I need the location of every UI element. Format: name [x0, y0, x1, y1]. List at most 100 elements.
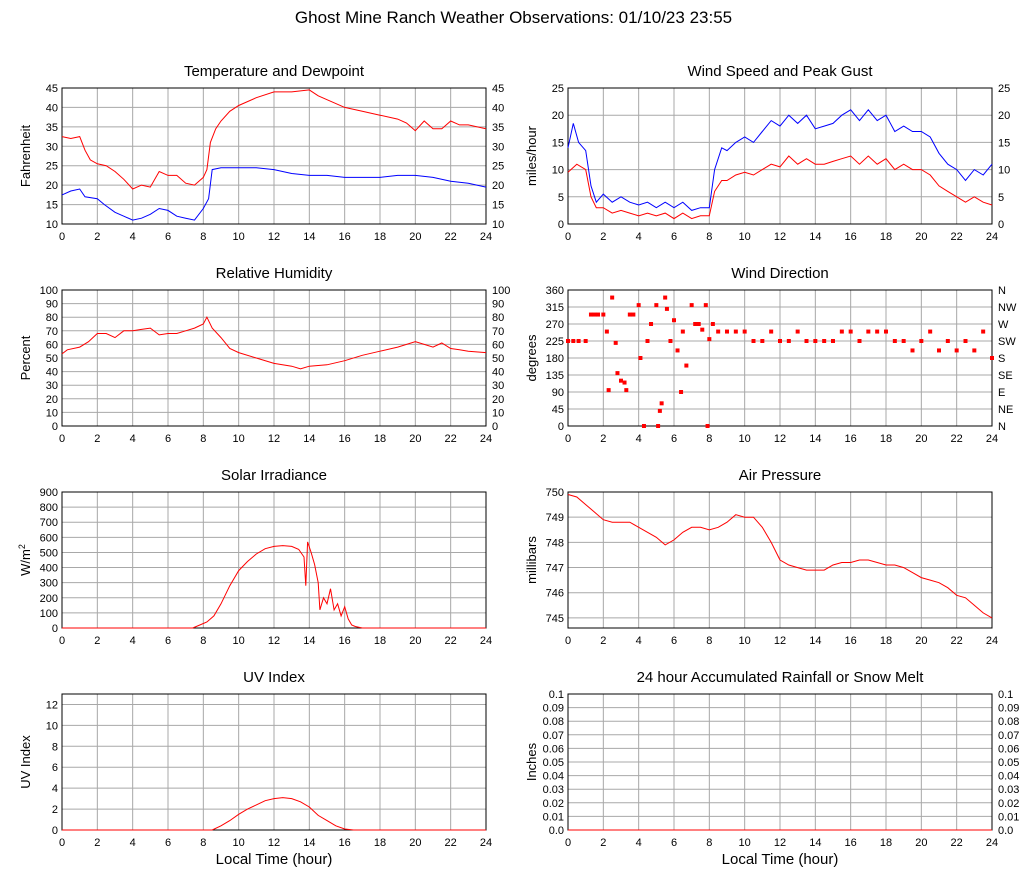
uv-y-tick-label: 10 [46, 720, 58, 732]
rain-x-tick-label: 12 [774, 837, 786, 849]
uv-x-tick-label: 18 [374, 837, 386, 849]
wind_direction-x-tick-label: 12 [774, 433, 786, 445]
wind_direction-point [945, 339, 950, 343]
temperature-title: Temperature and Dewpoint [184, 63, 365, 80]
wind-y-tick-label: 0 [558, 219, 564, 231]
pressure-x-tick-label: 6 [671, 635, 677, 647]
solar-y-tick-label: 500 [40, 547, 58, 559]
temperature-x-tick-label: 4 [130, 231, 136, 243]
humidity-x-tick-label: 8 [200, 433, 206, 445]
humidity-right-tick-label: 60 [492, 339, 504, 351]
solar-y-tick-label: 900 [40, 487, 58, 499]
temperature-x-tick-label: 16 [339, 231, 351, 243]
pressure-x-tick-label: 18 [880, 635, 892, 647]
wind_direction-right-tick-label: W [998, 319, 1009, 331]
wind_direction-y-tick-label: 270 [546, 319, 564, 331]
rain-x-tick-label: 2 [600, 837, 606, 849]
humidity-y-tick-label: 10 [46, 407, 58, 419]
wind_direction-point [751, 339, 756, 343]
wind-y-tick-label: 15 [552, 137, 564, 149]
temperature-x-tick-label: 22 [445, 231, 457, 243]
pressure-y-tick-label: 746 [546, 588, 564, 600]
temperature-x-tick-label: 2 [94, 231, 100, 243]
uv-x-tick-label: 20 [409, 837, 421, 849]
solar-y-tick-label: 600 [40, 532, 58, 544]
wind_direction-point [822, 339, 827, 343]
wind_direction-point [990, 356, 994, 360]
uv-x-tick-label: 8 [200, 837, 206, 849]
wind-x-tick-label: 24 [986, 231, 998, 243]
wind_direction-point [725, 329, 729, 334]
humidity-right-tick-label: 40 [492, 367, 504, 379]
wind_direction-y-tick-label: 45 [552, 404, 564, 416]
solar-x-tick-label: 14 [303, 635, 315, 647]
rain-right-tick-label: 0.03 [998, 784, 1019, 796]
wind_direction-y-tick-label: 0 [558, 421, 564, 433]
wind_direction-point [663, 295, 668, 300]
wind_direction-point [654, 303, 659, 308]
solar-x-tick-label: 20 [409, 635, 421, 647]
temperature-frame [61, 87, 487, 225]
uv-y-tick-label: 2 [52, 804, 58, 816]
rain-right-tick-label: 0.1 [998, 689, 1013, 701]
temperature-right-tick-label: 40 [492, 102, 504, 114]
wind_direction-point [641, 424, 646, 428]
wind_direction-point [866, 329, 871, 334]
rain-x-tick-label: 6 [671, 837, 677, 849]
temperature-y-tick-label: 45 [46, 83, 58, 95]
uv-xlabel: Local Time (hour) [216, 851, 333, 868]
solar-y-tick-label: 800 [40, 502, 58, 514]
pressure-x-tick-label: 20 [915, 635, 927, 647]
wind_direction-point [656, 424, 661, 428]
wind-x-tick-label: 18 [880, 231, 892, 243]
temperature-x-tick-label: 12 [268, 231, 280, 243]
temperature-x-tick-label: 14 [303, 231, 315, 243]
wind_direction-x-tick-label: 10 [739, 433, 751, 445]
wind_direction-point [566, 339, 570, 343]
temperature-right-tick-label: 20 [492, 180, 504, 192]
uv-x-tick-label: 14 [303, 837, 315, 849]
wind-right-tick-label: 0 [998, 219, 1004, 231]
temperature-right-tick-label: 25 [492, 161, 504, 173]
wind_direction-point [742, 329, 747, 334]
rain-y-tick-label: 0.09 [543, 703, 564, 715]
wind_direction-x-tick-label: 2 [600, 433, 606, 445]
wind_direction-point [972, 348, 977, 353]
wind_direction-point [786, 339, 791, 343]
wind_direction-point [733, 329, 738, 334]
solar-x-tick-label: 10 [233, 635, 245, 647]
rain-x-tick-label: 18 [880, 837, 892, 849]
humidity-x-tick-label: 0 [59, 433, 65, 445]
temperature-series-1-line [61, 167, 487, 221]
rain-right-tick-label: 0.06 [998, 743, 1019, 755]
wind_direction-point [919, 339, 924, 343]
wind_direction-point [588, 312, 593, 317]
wind_direction-y-tick-label: 225 [546, 336, 564, 348]
wind_direction-point [610, 295, 615, 300]
pressure-y-tick-label: 745 [546, 613, 564, 625]
wind_direction-point [689, 303, 694, 308]
wind_direction-y-tick-label: 135 [546, 370, 564, 382]
temperature-right-tick-label: 45 [492, 83, 504, 95]
solar-frame [61, 491, 487, 629]
humidity-right-tick-label: 90 [492, 299, 504, 311]
wind_direction-y-tick-label: 90 [552, 387, 564, 399]
pressure-y-tick-label: 749 [546, 512, 564, 524]
wind-y-tick-label: 25 [552, 83, 564, 95]
solar-x-tick-label: 12 [268, 635, 280, 647]
pressure-x-tick-label: 12 [774, 635, 786, 647]
pressure-x-tick-label: 8 [706, 635, 712, 647]
wind_direction-point [649, 322, 654, 326]
uv-frame [61, 693, 487, 831]
wind_direction-point [875, 329, 880, 334]
wind_direction-point [831, 339, 835, 343]
uv-x-tick-label: 2 [94, 837, 100, 849]
wind-x-tick-label: 4 [636, 231, 642, 243]
pressure-x-tick-label: 16 [845, 635, 857, 647]
wind_direction-point [710, 322, 715, 326]
wind-y-tick-label: 5 [558, 192, 564, 204]
humidity-right-tick-label: 80 [492, 312, 504, 324]
wind-x-tick-label: 22 [951, 231, 963, 243]
rain-right-tick-label: 0.08 [998, 716, 1019, 728]
rain-y-tick-label: 0.08 [543, 716, 564, 728]
